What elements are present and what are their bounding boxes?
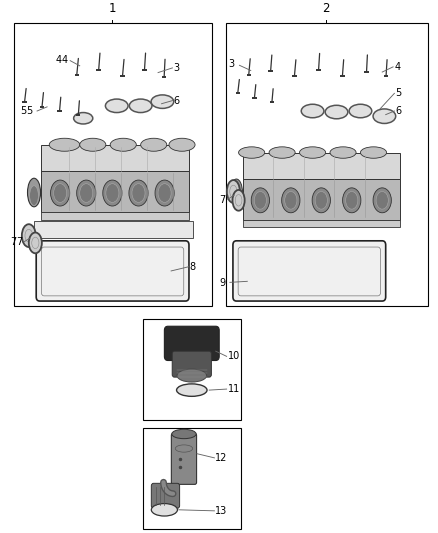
Ellipse shape bbox=[29, 232, 42, 253]
Ellipse shape bbox=[110, 138, 136, 151]
Ellipse shape bbox=[169, 138, 195, 151]
Ellipse shape bbox=[312, 188, 330, 213]
Ellipse shape bbox=[300, 147, 325, 158]
Text: 10: 10 bbox=[227, 351, 240, 361]
Ellipse shape bbox=[230, 179, 243, 206]
Polygon shape bbox=[243, 152, 399, 179]
Ellipse shape bbox=[282, 188, 300, 213]
Ellipse shape bbox=[53, 184, 67, 203]
Text: 5: 5 bbox=[27, 106, 33, 116]
Ellipse shape bbox=[129, 180, 148, 206]
Polygon shape bbox=[41, 212, 188, 220]
Polygon shape bbox=[34, 221, 193, 238]
Ellipse shape bbox=[30, 186, 39, 206]
Ellipse shape bbox=[22, 224, 36, 247]
Ellipse shape bbox=[227, 180, 240, 203]
Text: 7: 7 bbox=[16, 237, 22, 247]
Ellipse shape bbox=[158, 184, 171, 203]
Ellipse shape bbox=[301, 104, 324, 118]
Ellipse shape bbox=[177, 369, 207, 382]
Text: 7: 7 bbox=[219, 195, 226, 205]
Ellipse shape bbox=[325, 106, 348, 119]
Text: 6: 6 bbox=[174, 95, 180, 106]
Ellipse shape bbox=[330, 147, 356, 158]
Polygon shape bbox=[243, 220, 399, 227]
Text: 5: 5 bbox=[21, 106, 27, 116]
FancyBboxPatch shape bbox=[172, 351, 212, 377]
Ellipse shape bbox=[28, 178, 41, 207]
Ellipse shape bbox=[77, 180, 96, 206]
Bar bbox=[143, 428, 241, 529]
Polygon shape bbox=[41, 145, 188, 171]
Text: 6: 6 bbox=[395, 106, 401, 116]
Ellipse shape bbox=[106, 184, 119, 203]
Ellipse shape bbox=[254, 191, 266, 209]
Ellipse shape bbox=[103, 180, 122, 206]
Bar bbox=[143, 319, 241, 420]
Ellipse shape bbox=[80, 184, 93, 203]
Ellipse shape bbox=[155, 180, 174, 206]
Polygon shape bbox=[243, 179, 399, 220]
Ellipse shape bbox=[315, 191, 327, 209]
Ellipse shape bbox=[151, 95, 174, 108]
Text: 3: 3 bbox=[228, 59, 234, 69]
Ellipse shape bbox=[251, 188, 269, 213]
Text: 1: 1 bbox=[109, 2, 116, 15]
Ellipse shape bbox=[376, 191, 389, 209]
FancyBboxPatch shape bbox=[233, 241, 386, 301]
Text: 7: 7 bbox=[10, 237, 16, 247]
Text: 4: 4 bbox=[394, 62, 400, 72]
Ellipse shape bbox=[239, 147, 265, 158]
Bar bbox=[226, 23, 428, 306]
Ellipse shape bbox=[346, 191, 358, 209]
Ellipse shape bbox=[360, 147, 387, 158]
Ellipse shape bbox=[49, 138, 80, 151]
Ellipse shape bbox=[80, 138, 106, 151]
Ellipse shape bbox=[74, 112, 93, 124]
Ellipse shape bbox=[177, 384, 207, 397]
FancyBboxPatch shape bbox=[164, 326, 219, 360]
Ellipse shape bbox=[132, 184, 145, 203]
Text: 4: 4 bbox=[55, 55, 61, 65]
Ellipse shape bbox=[349, 104, 372, 118]
FancyBboxPatch shape bbox=[151, 483, 180, 508]
Ellipse shape bbox=[141, 138, 167, 151]
Text: 4: 4 bbox=[61, 55, 67, 65]
Ellipse shape bbox=[285, 191, 297, 209]
Polygon shape bbox=[41, 171, 188, 212]
FancyBboxPatch shape bbox=[36, 241, 189, 301]
Ellipse shape bbox=[129, 99, 152, 112]
Bar bbox=[14, 23, 212, 306]
Text: 2: 2 bbox=[322, 2, 329, 15]
Text: 9: 9 bbox=[219, 278, 226, 288]
Ellipse shape bbox=[106, 99, 128, 112]
Ellipse shape bbox=[343, 188, 361, 213]
Ellipse shape bbox=[269, 147, 295, 158]
FancyBboxPatch shape bbox=[171, 433, 197, 484]
Text: 13: 13 bbox=[215, 506, 228, 516]
Text: 8: 8 bbox=[190, 262, 196, 272]
Ellipse shape bbox=[151, 504, 177, 516]
Ellipse shape bbox=[373, 109, 396, 124]
Ellipse shape bbox=[172, 429, 196, 439]
Ellipse shape bbox=[50, 180, 70, 206]
Text: 5: 5 bbox=[395, 88, 402, 99]
Ellipse shape bbox=[233, 190, 245, 211]
Text: 11: 11 bbox=[227, 384, 240, 394]
Text: 12: 12 bbox=[215, 453, 228, 463]
Text: 3: 3 bbox=[174, 63, 180, 73]
Ellipse shape bbox=[373, 188, 391, 213]
